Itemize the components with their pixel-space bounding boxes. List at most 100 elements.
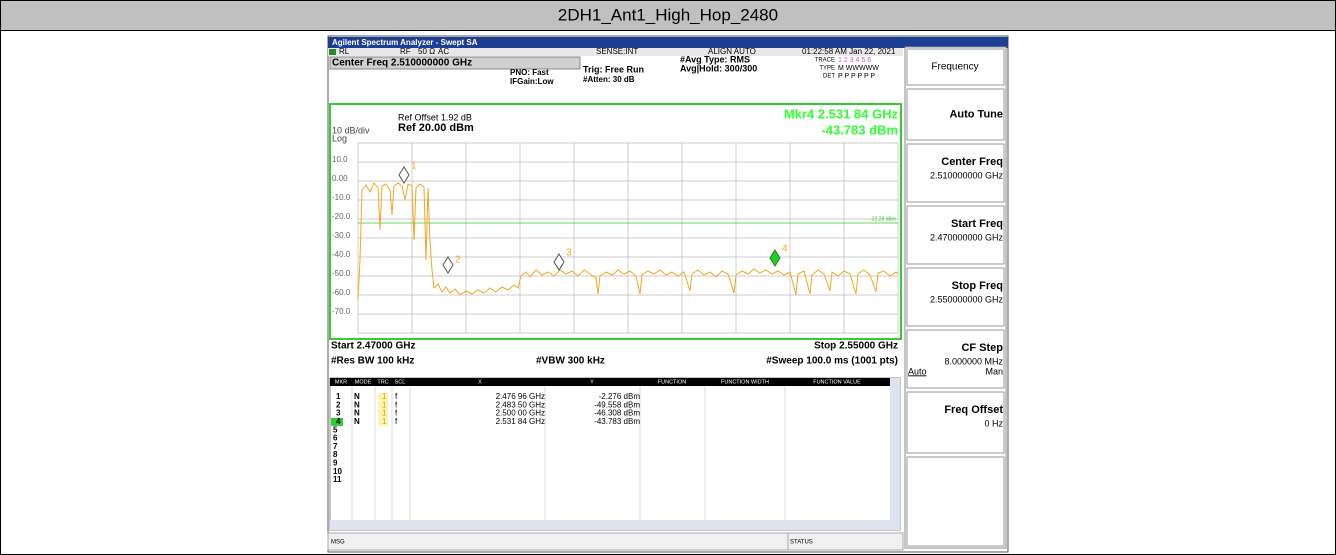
marker-amp: -43.783 dBm: [821, 122, 898, 137]
table-cell: 6: [333, 434, 338, 443]
softkey-label: Stop Freq: [952, 280, 1003, 292]
softkey-man: Man: [985, 366, 1003, 376]
y-label: -30.0: [332, 231, 351, 240]
table-header: FUNCTION: [658, 379, 686, 385]
trace-val: 1 2 3 4 5 6: [838, 57, 871, 64]
sense: SENSE:INT: [596, 47, 638, 56]
softkey[interactable]: [906, 391, 1005, 454]
table-cell: 1: [382, 392, 387, 401]
table-header: X: [478, 379, 482, 385]
marker-table: [329, 377, 901, 531]
rbw: #Res BW 100 kHz: [331, 356, 414, 367]
table-cell: -49.558 dBm: [594, 400, 640, 409]
table-cell: 3: [336, 409, 341, 418]
scrollbar: [890, 378, 900, 530]
softkey-label: Freq Offset: [944, 404, 1003, 416]
window-title: Agilent Spectrum Analyzer - Swept SA: [332, 38, 478, 47]
softkey-label: CF Step: [961, 342, 1003, 354]
table-header-bg: [330, 378, 890, 386]
y-label: -70.0: [332, 307, 351, 316]
h-scrollbar: [330, 520, 890, 530]
table-cell: 2.531 84 GHz: [496, 417, 545, 426]
table-cell: -46.308 dBm: [594, 409, 640, 418]
rl: RL: [339, 47, 350, 56]
softkey-value: 0 Hz: [984, 418, 1003, 428]
trace: [357, 182, 899, 301]
softkey: [906, 48, 1005, 86]
table-cell: -43.783 dBm: [594, 417, 640, 426]
softkey-auto: Auto: [908, 366, 927, 376]
trc-cell: [378, 417, 388, 426]
table-header: SCL: [395, 379, 406, 385]
trc-cell: [378, 393, 388, 401]
table-cell: f: [395, 392, 398, 401]
table-cell: N: [354, 392, 360, 401]
softkey-label: Auto Tune: [949, 108, 1003, 120]
limit-label: -22.28 dBm: [870, 216, 896, 222]
table-header: TRC: [377, 379, 388, 385]
log: Log: [332, 133, 347, 143]
table-cell: 1: [382, 417, 387, 426]
coupling: AC: [438, 47, 449, 56]
det-label: DET: [823, 74, 835, 80]
plot-frame: [329, 103, 902, 340]
time: 01:22:58 AM Jan 22, 2021: [802, 47, 896, 56]
center-freq-box: [329, 56, 581, 70]
table-cell: f: [395, 409, 398, 418]
det-val: P P P P P P: [838, 73, 875, 80]
atten: #Atten: 30 dB: [583, 75, 635, 84]
softkey[interactable]: [906, 205, 1005, 265]
table-body: MKR MODE TRC SCL X Y FUNCTION FUNCTION WIDTH FUN…: [331, 379, 861, 520]
marker-2: [442, 256, 454, 274]
avg-type: #Avg Type: RMS: [680, 54, 750, 64]
table-cell: N: [354, 400, 360, 409]
y-label: -10.0: [332, 193, 351, 202]
softkey-value: 2.550000000 GHz: [930, 294, 1004, 304]
trig: Trig: Free Run: [583, 64, 644, 74]
marker-4: [769, 249, 781, 267]
table-header: MODE: [355, 379, 372, 385]
y-label: -60.0: [332, 288, 351, 297]
softkey-value: 2.510000000 GHz: [930, 170, 1004, 180]
table-header: Y: [590, 379, 594, 385]
table-cell: f: [395, 417, 398, 426]
start-freq: Start 2.47000 GHz: [331, 341, 416, 352]
softkey-label: Frequency: [931, 62, 978, 73]
status: STATUS: [790, 540, 813, 546]
title-bar: [0, 0, 1336, 31]
y-label: 0.00: [332, 174, 348, 183]
table-cell: N: [354, 417, 360, 426]
table-cell: 4: [336, 417, 341, 426]
vbw: #VBW 300 kHz: [536, 356, 605, 367]
softkey[interactable]: [906, 143, 1005, 203]
trace-label: TRACE: [815, 58, 835, 64]
softkey-label: Center Freq: [941, 156, 1003, 168]
softkey[interactable]: [906, 267, 1005, 327]
msg: MSG: [331, 540, 345, 546]
y-label: -20.0: [332, 212, 351, 221]
graticule: 10.0 0.00 -10.0 -20.0 -30.0 -40.0 -50.0 -60.0 -7…: [332, 142, 899, 334]
softkey-value: 8.000000 MHz: [944, 356, 1003, 366]
softkey-value: 2.470000000 GHz: [930, 232, 1004, 242]
marker-1-label: 1: [411, 161, 417, 172]
table-cell: -2.276 dBm: [599, 392, 641, 401]
align: ALIGN AUTO: [708, 47, 756, 56]
softkey[interactable]: [906, 329, 1005, 389]
ifgain: IFGain:Low: [510, 77, 554, 86]
row-highlight: [331, 417, 343, 426]
marker-2-label: 2: [455, 255, 461, 266]
table-cell: 2.500 00 GHz: [496, 409, 545, 418]
table-cell: 2: [336, 400, 341, 409]
table-cell: 9: [333, 459, 338, 468]
softkey: [906, 456, 1005, 547]
softkey[interactable]: [906, 88, 1005, 141]
impedance: 50 Ω: [418, 47, 435, 56]
marker-3-label: 3: [566, 248, 572, 259]
y-label: -40.0: [332, 250, 351, 259]
stop-freq: Stop 2.55000 GHz: [814, 341, 898, 352]
marker-freq: Mkr4 2.531 84 GHz: [784, 106, 899, 121]
table-cell: 5: [333, 425, 338, 434]
ref-offset: Ref Offset 1.92 dB: [398, 112, 472, 122]
type-label: TYPE: [819, 66, 835, 72]
footer: [327, 532, 904, 551]
